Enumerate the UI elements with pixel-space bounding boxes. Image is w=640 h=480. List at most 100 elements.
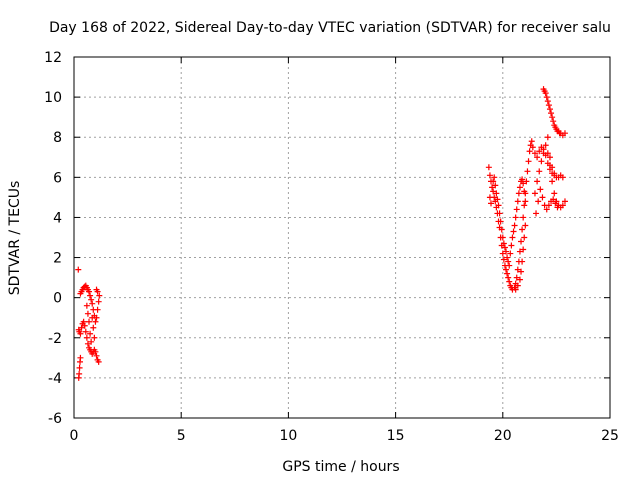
- x-tick-labels: 0 5 10 15 20 25: [70, 428, 619, 444]
- data-point: [516, 184, 523, 191]
- data-point: [505, 258, 512, 265]
- data-point: [80, 318, 87, 325]
- data-point: [520, 246, 527, 253]
- data-point: [542, 90, 549, 97]
- data-point: [521, 202, 528, 209]
- data-point: [539, 194, 546, 201]
- data-point: [93, 286, 100, 293]
- data-point: [516, 248, 523, 255]
- data-point: [552, 200, 559, 207]
- data-point: [514, 266, 521, 273]
- data-point: [546, 106, 553, 113]
- data-point: [89, 314, 96, 321]
- data-point: [500, 256, 507, 263]
- data-point: [84, 340, 91, 347]
- data-point: [87, 330, 94, 337]
- data-point: [95, 298, 102, 305]
- data-point: [509, 234, 516, 241]
- data-point: [513, 274, 520, 281]
- data-point: [492, 182, 499, 189]
- data-point: [510, 228, 517, 235]
- data-point: [506, 278, 513, 285]
- data-point: [93, 352, 100, 359]
- data-point: [546, 154, 553, 161]
- y-tick-label: 12: [44, 50, 62, 66]
- data-point: [83, 334, 90, 341]
- data-point: [550, 118, 557, 125]
- data-point: [486, 194, 493, 201]
- data-point: [511, 222, 518, 229]
- y-tick-label: -2: [48, 331, 62, 347]
- data-point: [83, 302, 90, 309]
- data-point: [526, 148, 533, 155]
- data-point: [84, 310, 91, 317]
- data-point: [522, 190, 529, 197]
- data-point: [495, 202, 502, 209]
- y-tick-label: -4: [48, 371, 62, 387]
- data-point: [545, 202, 552, 209]
- data-point: [497, 218, 504, 225]
- data-point: [490, 188, 497, 195]
- data-point: [525, 158, 532, 165]
- data-point: [515, 190, 522, 197]
- data-point: [95, 358, 102, 365]
- data-point: [498, 226, 505, 233]
- data-point: [96, 292, 103, 299]
- data-point: [76, 370, 83, 377]
- data-point: [505, 274, 512, 281]
- y-tick-label: -6: [48, 411, 62, 427]
- data-point: [551, 170, 558, 177]
- data-point: [489, 184, 496, 191]
- y-tick-label: 6: [53, 170, 62, 186]
- data-point: [518, 238, 525, 245]
- data-point: [88, 296, 95, 303]
- data-point: [531, 190, 538, 197]
- data-point: [523, 178, 530, 185]
- data-point: [91, 334, 98, 341]
- data-point: [88, 338, 95, 345]
- data-point: [522, 222, 529, 229]
- data-point: [493, 190, 500, 197]
- data-point: [519, 226, 526, 233]
- x-tick-label: 10: [279, 428, 297, 444]
- data-point: [490, 178, 497, 185]
- data-point: [549, 164, 556, 171]
- data-point: [81, 322, 88, 329]
- data-point: [533, 210, 540, 217]
- data-point: [521, 234, 528, 241]
- data-point: [529, 144, 536, 151]
- data-point: [75, 266, 82, 273]
- data-point: [504, 270, 511, 277]
- data-point: [559, 202, 566, 209]
- data-point: [496, 210, 503, 217]
- data-points: [75, 86, 568, 381]
- data-point: [516, 276, 523, 283]
- y-axis-label: SDTVAR / TECUs: [7, 181, 23, 296]
- data-point: [520, 214, 527, 221]
- y-tick-label: 4: [53, 210, 62, 226]
- data-point: [503, 248, 510, 255]
- data-point: [76, 364, 83, 371]
- data-point: [86, 318, 93, 325]
- y-tick-label: 0: [53, 291, 62, 307]
- data-point: [514, 198, 521, 205]
- y-tick-label: 10: [44, 90, 62, 106]
- data-point: [538, 158, 545, 165]
- data-point: [499, 250, 506, 257]
- data-point: [531, 150, 538, 157]
- data-point: [544, 134, 551, 141]
- data-point: [534, 178, 541, 185]
- data-point: [542, 142, 549, 149]
- data-point: [77, 354, 84, 361]
- data-point: [534, 154, 541, 161]
- data-point: [537, 186, 544, 193]
- data-point: [561, 130, 568, 137]
- data-point: [485, 164, 492, 171]
- data-point: [491, 174, 498, 181]
- data-point: [549, 114, 556, 121]
- x-tick-label: 20: [494, 428, 512, 444]
- axis-ticks: [73, 56, 611, 419]
- data-point: [543, 206, 550, 213]
- data-point: [94, 306, 101, 313]
